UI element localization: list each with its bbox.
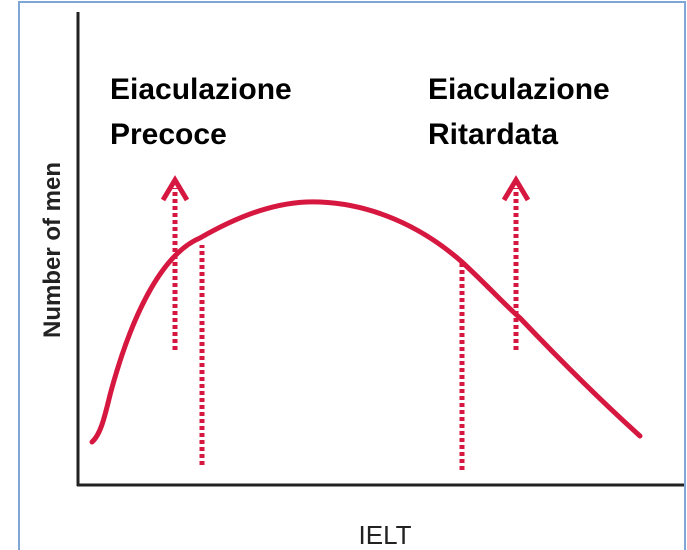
label-left-line1: Eiaculazione: [110, 73, 292, 106]
label-right-line2: Ritardata: [428, 118, 558, 151]
distribution-curve: [89, 199, 643, 445]
y-axis-title: Number of men: [39, 162, 66, 338]
label-left-line2: Precoce: [110, 118, 227, 151]
label-right-line1: Eiaculazione: [428, 73, 610, 106]
frame: [18, 1, 686, 550]
arrow-head: [501, 175, 531, 202]
arrow-head: [160, 175, 190, 202]
x-axis-title: IELT: [359, 520, 412, 550]
